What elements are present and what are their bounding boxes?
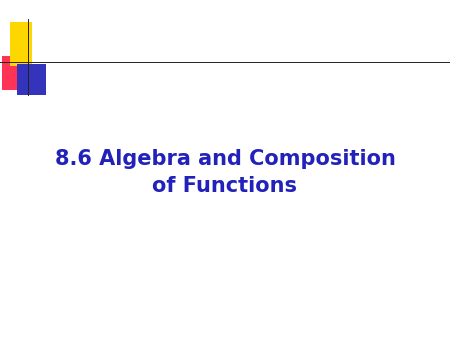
Bar (10, 22, 32, 66)
Bar (17, 64, 46, 95)
Text: 8.6 Algebra and Composition
of Functions: 8.6 Algebra and Composition of Functions (54, 149, 396, 196)
Bar (2, 56, 29, 90)
